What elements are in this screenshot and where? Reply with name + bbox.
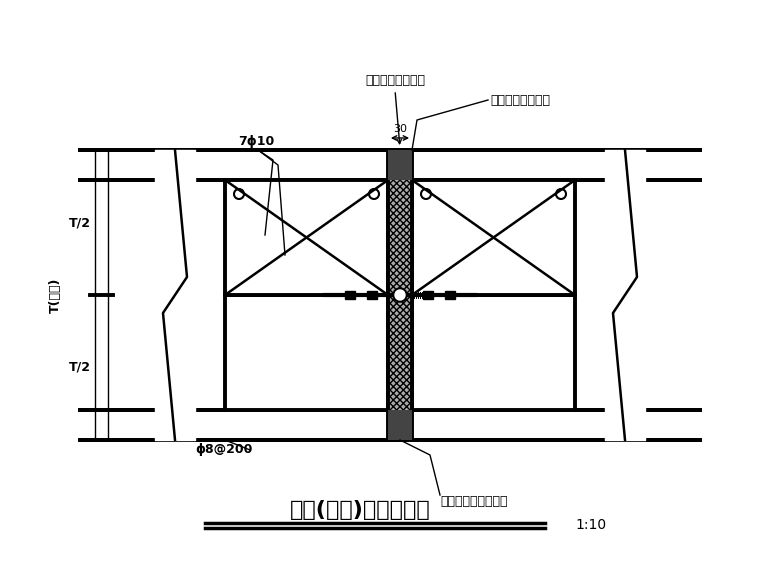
Bar bbox=[388, 150, 412, 440]
Text: T(板厚): T(板厚) bbox=[49, 278, 62, 313]
Text: 30: 30 bbox=[393, 124, 407, 134]
Text: 双组份聚硫密封胶: 双组份聚硫密封胶 bbox=[490, 93, 550, 107]
Polygon shape bbox=[367, 291, 377, 299]
Text: 7ϕ10: 7ϕ10 bbox=[238, 135, 274, 148]
Bar bbox=[160, 150, 640, 180]
Text: 底板(顶板)变形缝详图: 底板(顶板)变形缝详图 bbox=[290, 500, 430, 520]
Bar bbox=[160, 410, 640, 440]
Bar bbox=[412, 295, 575, 410]
Text: T/2: T/2 bbox=[68, 361, 90, 374]
Polygon shape bbox=[445, 291, 455, 299]
Bar bbox=[388, 150, 412, 440]
Text: 底板时该处无密封胶: 底板时该处无密封胶 bbox=[440, 495, 508, 508]
Text: 1:10: 1:10 bbox=[575, 518, 606, 532]
Circle shape bbox=[393, 288, 407, 302]
Bar bbox=[225, 180, 388, 295]
Circle shape bbox=[395, 290, 405, 300]
Bar bbox=[388, 410, 412, 440]
Bar bbox=[388, 150, 412, 180]
Polygon shape bbox=[423, 291, 433, 299]
Text: 聚乙烯发泡填缝板: 聚乙烯发泡填缝板 bbox=[365, 74, 425, 87]
Bar bbox=[225, 295, 388, 410]
Polygon shape bbox=[345, 291, 355, 299]
Text: ϕ8@200: ϕ8@200 bbox=[195, 443, 252, 457]
Bar bbox=[412, 180, 575, 295]
Text: T/2: T/2 bbox=[68, 216, 90, 229]
